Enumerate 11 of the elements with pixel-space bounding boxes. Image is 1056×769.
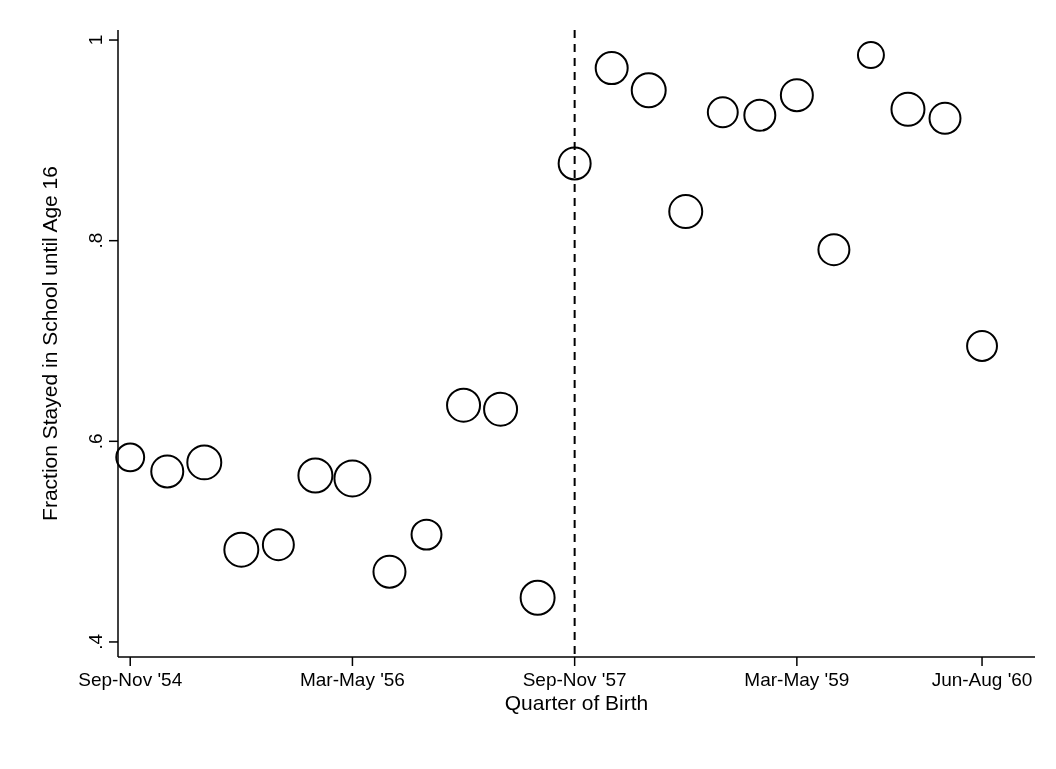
y-tick-label: .6 (85, 433, 106, 450)
x-tick-label: Jun-Aug '60 (931, 669, 1033, 690)
y-tick-label: .8 (85, 232, 106, 249)
y-axis-title: Fraction Stayed in School until Age 16 (38, 166, 61, 521)
x-axis-title: Quarter of Birth (504, 691, 649, 714)
y-tick-label: .4 (85, 633, 106, 650)
x-tick-label: Mar-May '56 (299, 669, 405, 690)
y-tick-label: 1 (85, 34, 106, 46)
x-tick-label: Mar-May '59 (744, 669, 850, 690)
x-tick-label: Sep-Nov '57 (522, 669, 627, 690)
x-tick-label: Sep-Nov '54 (78, 669, 183, 690)
